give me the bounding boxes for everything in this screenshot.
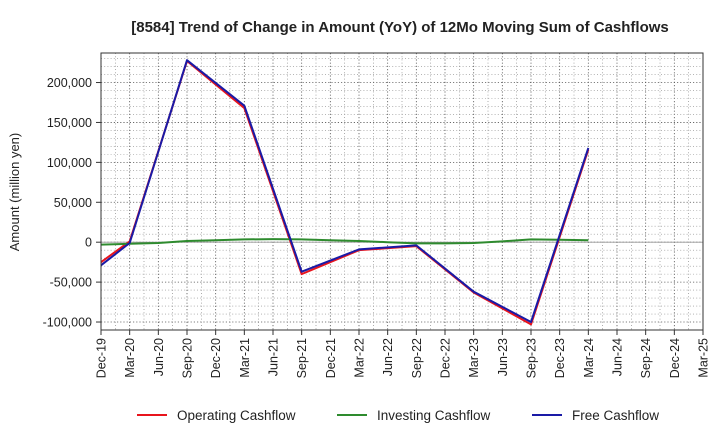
grid [100,53,704,330]
x-tick-label: Jun-23 [496,338,510,376]
y-tick-label: -100,000 [43,316,92,330]
x-tick-label: Sep-20 [181,338,195,378]
x-tick-label: Sep-23 [525,338,539,378]
legend: Operating Cashflow Investing Cashflow Free… [137,408,659,423]
x-tick-label: Dec-22 [439,338,453,378]
x-tick-label: Dec-19 [95,338,109,378]
legend-label-investing-cashflow: Investing Cashflow [377,408,491,423]
x-tick-label: Mar-24 [582,338,596,378]
chart-title: [8584] Trend of Change in Amount (YoY) o… [131,19,669,36]
x-tick-label: Dec-24 [668,338,682,378]
x-tick-label: Jun-22 [381,338,395,376]
x-tick-label: Mar-20 [123,338,137,378]
x-tick-label: Dec-21 [324,338,338,378]
x-tick-label: Mar-23 [467,338,481,378]
x-tick-label: Sep-22 [410,338,424,378]
y-tick-label: 200,000 [47,76,92,90]
series-line-free-cashflow [100,59,590,324]
x-tick-label: Jun-20 [152,338,166,376]
y-axis-label: Amount (million yen) [7,133,22,252]
series-line-investing-cashflow [100,238,589,246]
x-tick-label: Mar-21 [238,338,252,378]
y-tick-label: 50,000 [54,196,92,210]
plot-frame [100,52,704,331]
y-tick-label: 0 [85,236,92,250]
x-tick-label: Jun-24 [611,338,625,376]
y-tick-label: 150,000 [47,116,92,130]
legend-label-free-cashflow: Free Cashflow [572,408,659,423]
x-tick-label: Dec-23 [553,338,567,378]
x-axis-ticks: Dec-19 Mar-20 Jun-20 Sep-20 Dec-20 Mar-21 Jun-… [95,330,711,378]
y-tick-label: -50,000 [50,276,92,290]
y-axis-ticks: 200,000 150,000 100,000 50,000 0 -50,000 -100,… [43,76,101,330]
x-tick-label: Sep-24 [639,338,653,378]
x-tick-label: Jun-21 [267,338,281,376]
x-tick-label: Dec-20 [209,338,223,378]
series-lines [100,59,590,326]
x-tick-label: Sep-21 [295,338,309,378]
y-tick-label: 100,000 [47,156,92,170]
legend-label-operating-cashflow: Operating Cashflow [177,408,296,423]
x-tick-label: Mar-25 [697,338,711,378]
x-tick-label: Mar-22 [353,338,367,378]
